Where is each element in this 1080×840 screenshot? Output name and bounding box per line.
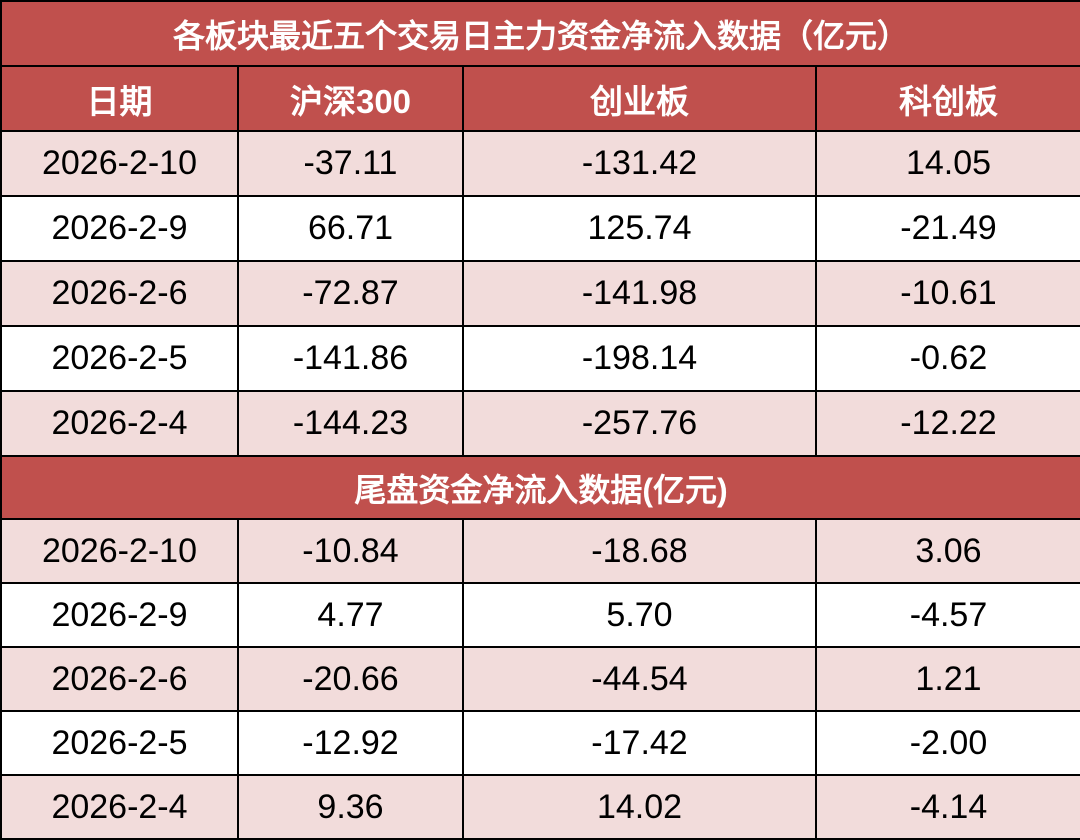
hs300-cell: 66.71 xyxy=(237,195,464,262)
column-header-chinext: 创业板 xyxy=(462,65,817,132)
star-cell: -0.62 xyxy=(814,325,1080,392)
date-cell: 2026-2-10 xyxy=(0,130,239,197)
hs300-cell: -141.86 xyxy=(237,325,464,392)
column-header-star: 科创板 xyxy=(814,65,1080,132)
star-cell: 14.05 xyxy=(814,130,1080,197)
chinext-cell: -18.68 xyxy=(462,518,817,584)
hs300-cell: 4.77 xyxy=(237,582,464,648)
date-cell: 2026-2-9 xyxy=(0,195,239,262)
chinext-cell: -44.54 xyxy=(462,646,817,712)
hs300-cell: -20.66 xyxy=(237,646,464,712)
hs300-cell: -144.23 xyxy=(237,390,464,457)
chinext-cell: 5.70 xyxy=(462,582,817,648)
date-cell: 2026-2-4 xyxy=(0,390,239,457)
chinext-cell: -198.14 xyxy=(462,325,817,392)
hs300-cell: -10.84 xyxy=(237,518,464,584)
hs300-cell: 9.36 xyxy=(237,774,464,840)
star-cell: -10.61 xyxy=(814,260,1080,327)
date-cell: 2026-2-5 xyxy=(0,710,239,776)
date-cell: 2026-2-10 xyxy=(0,518,239,584)
date-cell: 2026-2-4 xyxy=(0,774,239,840)
date-cell: 2026-2-6 xyxy=(0,646,239,712)
table-row: 2026-2-9 4.77 5.70 -4.57 xyxy=(0,582,1080,648)
table-row: 2026-2-10 -37.11 -131.42 14.05 xyxy=(0,130,1080,197)
star-cell: -4.14 xyxy=(814,774,1080,840)
chinext-cell: -141.98 xyxy=(462,260,817,327)
chinext-cell: 125.74 xyxy=(462,195,817,262)
chinext-cell: -257.76 xyxy=(462,390,817,457)
chinext-cell: -131.42 xyxy=(462,130,817,197)
date-cell: 2026-2-5 xyxy=(0,325,239,392)
table-row: 2026-2-9 66.71 125.74 -21.49 xyxy=(0,195,1080,262)
column-header-hs300: 沪深300 xyxy=(237,65,464,132)
chinext-cell: -17.42 xyxy=(462,710,817,776)
title-row: 各板块最近五个交易日主力资金净流入数据（亿元） xyxy=(0,0,1080,67)
date-cell: 2026-2-9 xyxy=(0,582,239,648)
star-cell: -4.57 xyxy=(814,582,1080,648)
table-row: 2026-2-10 -10.84 -18.68 3.06 xyxy=(0,518,1080,584)
subtitle-row: 尾盘资金净流入数据(亿元) xyxy=(0,455,1080,520)
table-title: 各板块最近五个交易日主力资金净流入数据（亿元） xyxy=(0,0,1080,67)
table-row: 2026-2-5 -141.86 -198.14 -0.62 xyxy=(0,325,1080,392)
star-cell: 3.06 xyxy=(814,518,1080,584)
column-header-date: 日期 xyxy=(0,65,239,132)
star-cell: -21.49 xyxy=(814,195,1080,262)
hs300-cell: -37.11 xyxy=(237,130,464,197)
table-row: 2026-2-6 -20.66 -44.54 1.21 xyxy=(0,646,1080,712)
table-row: 2026-2-4 -144.23 -257.76 -12.22 xyxy=(0,390,1080,457)
table-row: 2026-2-6 -72.87 -141.98 -10.61 xyxy=(0,260,1080,327)
date-cell: 2026-2-6 xyxy=(0,260,239,327)
star-cell: -12.22 xyxy=(814,390,1080,457)
star-cell: -2.00 xyxy=(814,710,1080,776)
hs300-cell: -72.87 xyxy=(237,260,464,327)
table-row: 2026-2-4 9.36 14.02 -4.14 xyxy=(0,774,1080,840)
star-cell: 1.21 xyxy=(814,646,1080,712)
chinext-cell: 14.02 xyxy=(462,774,817,840)
hs300-cell: -12.92 xyxy=(237,710,464,776)
table-row: 2026-2-5 -12.92 -17.42 -2.00 xyxy=(0,710,1080,776)
table-subtitle: 尾盘资金净流入数据(亿元) xyxy=(0,455,1080,520)
header-row: 日期 沪深300 创业板 科创板 xyxy=(0,65,1080,132)
